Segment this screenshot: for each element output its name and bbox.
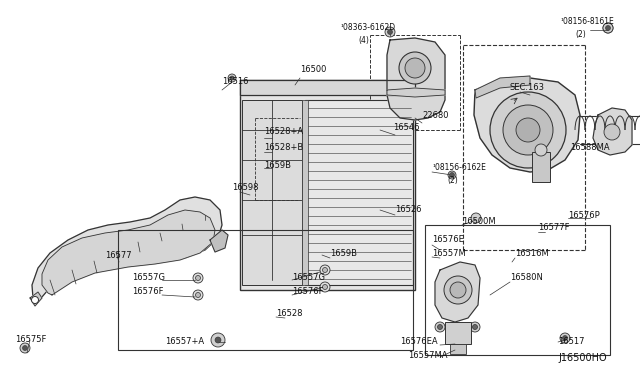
- Circle shape: [195, 276, 200, 280]
- Circle shape: [470, 322, 480, 332]
- Bar: [302, 100, 308, 285]
- Text: 16500: 16500: [300, 65, 326, 74]
- Circle shape: [603, 23, 613, 33]
- Text: 16598: 16598: [232, 183, 259, 192]
- Circle shape: [604, 124, 620, 140]
- Text: 16575F: 16575F: [15, 336, 46, 344]
- Bar: [242, 100, 302, 285]
- Text: 16580N: 16580N: [510, 273, 543, 282]
- Circle shape: [535, 144, 547, 156]
- Text: ¹08156-6162E: ¹08156-6162E: [432, 164, 486, 173]
- Bar: [450, 344, 466, 354]
- Text: 16528: 16528: [276, 308, 303, 317]
- Circle shape: [387, 29, 392, 35]
- Circle shape: [228, 74, 236, 82]
- Circle shape: [560, 333, 570, 343]
- Circle shape: [31, 296, 38, 304]
- Circle shape: [399, 52, 431, 84]
- Bar: [532, 152, 550, 182]
- Bar: [445, 322, 471, 344]
- Text: 16576P: 16576P: [568, 211, 600, 219]
- Text: 16528+A: 16528+A: [264, 126, 303, 135]
- Polygon shape: [593, 108, 632, 155]
- Text: J16500HO: J16500HO: [558, 353, 607, 363]
- Text: SEC.163: SEC.163: [510, 83, 545, 93]
- Text: 16557G: 16557G: [132, 273, 165, 282]
- Bar: [118, 230, 413, 350]
- Circle shape: [444, 276, 472, 304]
- Text: 16588MA: 16588MA: [570, 144, 610, 153]
- Polygon shape: [475, 76, 530, 98]
- Text: 16516: 16516: [222, 77, 248, 87]
- Circle shape: [605, 26, 611, 31]
- Text: 22680: 22680: [422, 110, 449, 119]
- Text: 16557MA: 16557MA: [408, 350, 447, 359]
- Circle shape: [20, 343, 30, 353]
- Text: 16576F: 16576F: [292, 288, 323, 296]
- Polygon shape: [387, 88, 445, 97]
- Circle shape: [435, 322, 445, 332]
- Circle shape: [320, 282, 330, 292]
- Circle shape: [450, 282, 466, 298]
- Text: ¹08156-8161E: ¹08156-8161E: [560, 17, 614, 26]
- Text: (2): (2): [575, 31, 586, 39]
- Circle shape: [472, 324, 477, 330]
- Text: 16576E: 16576E: [432, 235, 464, 244]
- Circle shape: [211, 333, 225, 347]
- Polygon shape: [42, 210, 215, 295]
- Text: (2): (2): [447, 176, 458, 186]
- Circle shape: [405, 58, 425, 78]
- Circle shape: [320, 265, 330, 275]
- Polygon shape: [387, 38, 445, 120]
- Circle shape: [449, 173, 454, 177]
- Circle shape: [215, 337, 221, 343]
- Text: 16528+B: 16528+B: [264, 144, 303, 153]
- Circle shape: [22, 346, 28, 350]
- Text: ¹08363-6162D: ¹08363-6162D: [340, 23, 395, 32]
- Circle shape: [471, 213, 481, 223]
- Circle shape: [438, 324, 442, 330]
- Circle shape: [230, 76, 234, 80]
- Circle shape: [605, 26, 611, 31]
- Text: 16576EA: 16576EA: [400, 337, 438, 346]
- Text: 1659B: 1659B: [264, 160, 291, 170]
- Bar: [425, 225, 610, 355]
- Text: 16577: 16577: [105, 250, 132, 260]
- Circle shape: [385, 27, 395, 37]
- Polygon shape: [30, 292, 42, 306]
- Circle shape: [490, 92, 566, 168]
- Circle shape: [323, 267, 328, 273]
- Bar: [305, 100, 413, 285]
- Text: 16526: 16526: [395, 205, 422, 215]
- Text: 16577F: 16577F: [538, 224, 570, 232]
- Circle shape: [193, 290, 203, 300]
- Circle shape: [448, 171, 456, 179]
- Polygon shape: [474, 78, 580, 172]
- Text: 16557G: 16557G: [292, 273, 325, 282]
- Polygon shape: [435, 262, 480, 322]
- Text: 1659B: 1659B: [330, 248, 357, 257]
- Text: 16576F: 16576F: [132, 288, 163, 296]
- Polygon shape: [240, 80, 415, 95]
- Circle shape: [195, 292, 200, 298]
- Text: 16500M: 16500M: [462, 218, 495, 227]
- Text: 16517: 16517: [558, 337, 584, 346]
- Text: 16557M: 16557M: [432, 248, 466, 257]
- Text: 16557+A: 16557+A: [165, 337, 204, 346]
- Bar: [240, 80, 415, 290]
- Circle shape: [563, 336, 568, 340]
- Text: 16546: 16546: [393, 124, 419, 132]
- Circle shape: [503, 105, 553, 155]
- Circle shape: [516, 118, 540, 142]
- Circle shape: [323, 285, 328, 289]
- Text: 16516M: 16516M: [515, 248, 548, 257]
- Circle shape: [603, 23, 613, 33]
- Text: (4): (4): [358, 36, 369, 45]
- Polygon shape: [210, 230, 228, 252]
- Circle shape: [193, 273, 203, 283]
- Polygon shape: [32, 197, 222, 305]
